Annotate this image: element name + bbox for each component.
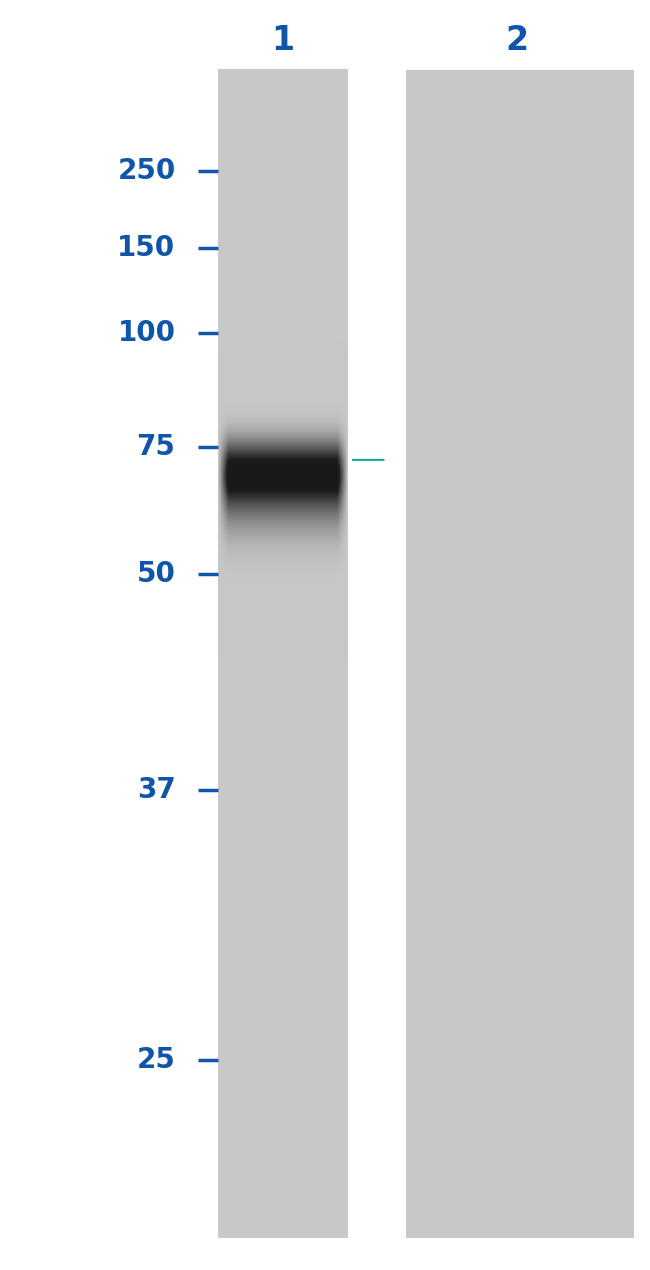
Text: 150: 150: [118, 234, 176, 262]
Text: 100: 100: [118, 319, 176, 347]
Text: 25: 25: [136, 1046, 176, 1074]
Text: 250: 250: [117, 157, 176, 185]
Text: 37: 37: [136, 776, 176, 804]
Text: 50: 50: [136, 560, 176, 588]
Bar: [218, 70, 348, 1238]
Text: 2: 2: [505, 24, 528, 57]
Bar: [406, 70, 634, 1238]
Text: 75: 75: [136, 433, 176, 461]
Text: 1: 1: [271, 24, 294, 57]
